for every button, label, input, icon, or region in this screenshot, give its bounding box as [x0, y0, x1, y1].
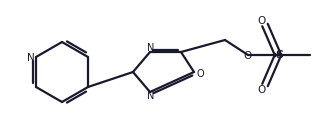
Text: O: O — [244, 51, 252, 61]
Text: N: N — [147, 91, 155, 101]
Text: S: S — [275, 50, 283, 60]
Text: N: N — [27, 53, 35, 63]
Text: O: O — [258, 16, 266, 26]
Text: O: O — [258, 85, 266, 95]
Text: O: O — [196, 69, 204, 79]
Text: N: N — [147, 43, 155, 53]
